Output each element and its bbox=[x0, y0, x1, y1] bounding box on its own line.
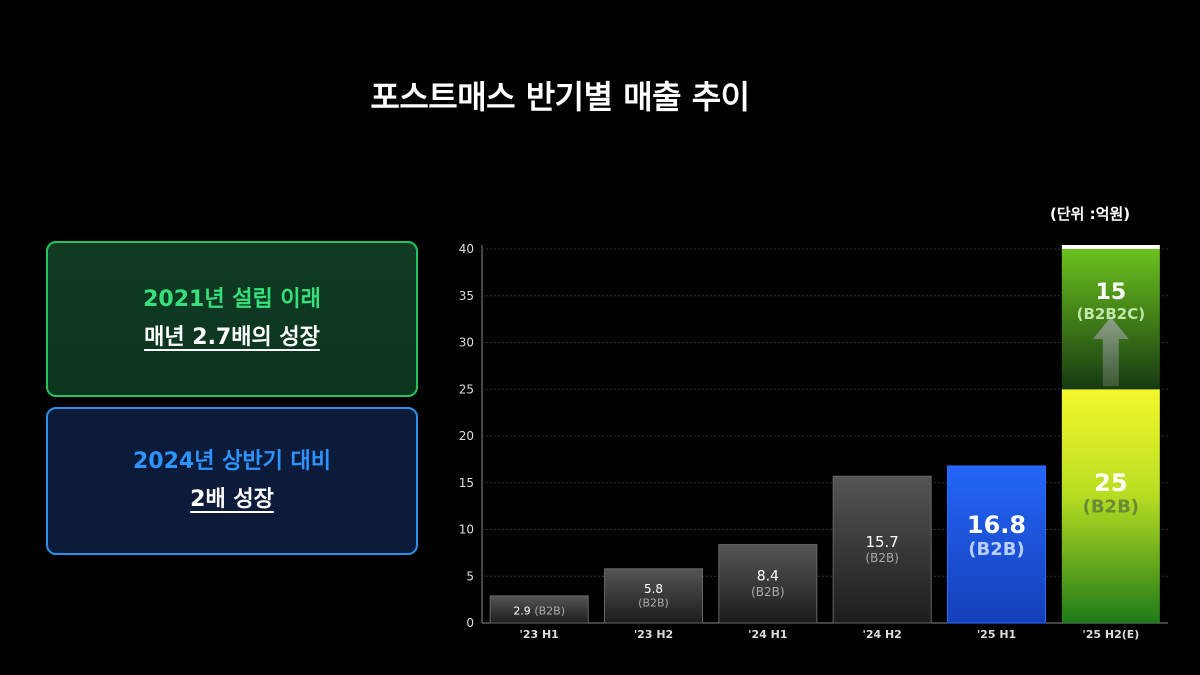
bar-tag-label: (B2B) bbox=[751, 585, 784, 599]
x-tick-label: '23 H1 bbox=[519, 628, 558, 641]
y-tick-label: 5 bbox=[466, 569, 474, 583]
callout-line1: 2021년 설립 이래 bbox=[143, 287, 321, 312]
bar-b2b bbox=[604, 568, 703, 624]
bar-tag-label: (B2B) bbox=[1083, 497, 1139, 518]
y-tick-label: 40 bbox=[459, 242, 474, 256]
growth-callout-since-2021: 2021년 설립 이래 매년 2.7배의 성장 bbox=[46, 241, 418, 397]
bar-b2b bbox=[947, 465, 1046, 624]
bar-b2b bbox=[718, 543, 818, 624]
y-tick-label: 30 bbox=[459, 336, 474, 350]
growth-callout-vs-2024h1: 2024년 상반기 대비 2배 성장 bbox=[46, 407, 418, 555]
bar-value-label: 25 bbox=[1094, 469, 1127, 497]
bar-tag-label: (B2B) bbox=[638, 597, 669, 610]
callout-line2: 2배 성장 bbox=[190, 487, 274, 512]
x-tick-label: '25 H2(E) bbox=[1082, 628, 1139, 641]
x-tick-label: '24 H1 bbox=[748, 628, 787, 641]
x-tick-label: '23 H2 bbox=[634, 628, 673, 641]
bar-b2b bbox=[489, 595, 589, 624]
y-tick-label: 35 bbox=[459, 289, 474, 303]
bar-top-highlight bbox=[1061, 245, 1160, 249]
bar-b2b bbox=[1061, 389, 1160, 623]
y-tick-label: 0 bbox=[466, 616, 474, 630]
bar-value-label: 15.7 bbox=[865, 533, 898, 551]
bar-value-label: 5.8 bbox=[644, 582, 663, 596]
y-tick-label: 15 bbox=[459, 476, 474, 490]
y-tick-label: 20 bbox=[459, 429, 474, 443]
growth-arrow-icon bbox=[1092, 317, 1129, 387]
bar-value-label: 2.9 (B2B) bbox=[513, 604, 565, 617]
stack-value-label: 15 bbox=[1096, 280, 1127, 305]
callout-line1: 2024년 상반기 대비 bbox=[133, 449, 331, 474]
bar-b2b bbox=[832, 475, 932, 624]
bar-tag-label: (B2B) bbox=[968, 539, 1024, 560]
page-title: 포스트매스 반기별 매출 추이 bbox=[370, 78, 750, 116]
bar-value-label: 8.4 bbox=[757, 569, 779, 585]
y-tick-label: 10 bbox=[459, 523, 474, 537]
bar-tag-label: (B2B) bbox=[865, 551, 898, 565]
y-tick-label: 25 bbox=[459, 382, 474, 396]
stack-tag-label: (B2B2C) bbox=[1077, 305, 1145, 323]
x-tick-label: '24 H2 bbox=[862, 628, 901, 641]
callout-line2: 매년 2.7배의 성장 bbox=[144, 325, 320, 350]
unit-note: (단위 :억원) bbox=[1050, 205, 1131, 223]
bar-value-label: 16.8 bbox=[967, 511, 1026, 539]
x-tick-label: '25 H1 bbox=[977, 628, 1016, 641]
